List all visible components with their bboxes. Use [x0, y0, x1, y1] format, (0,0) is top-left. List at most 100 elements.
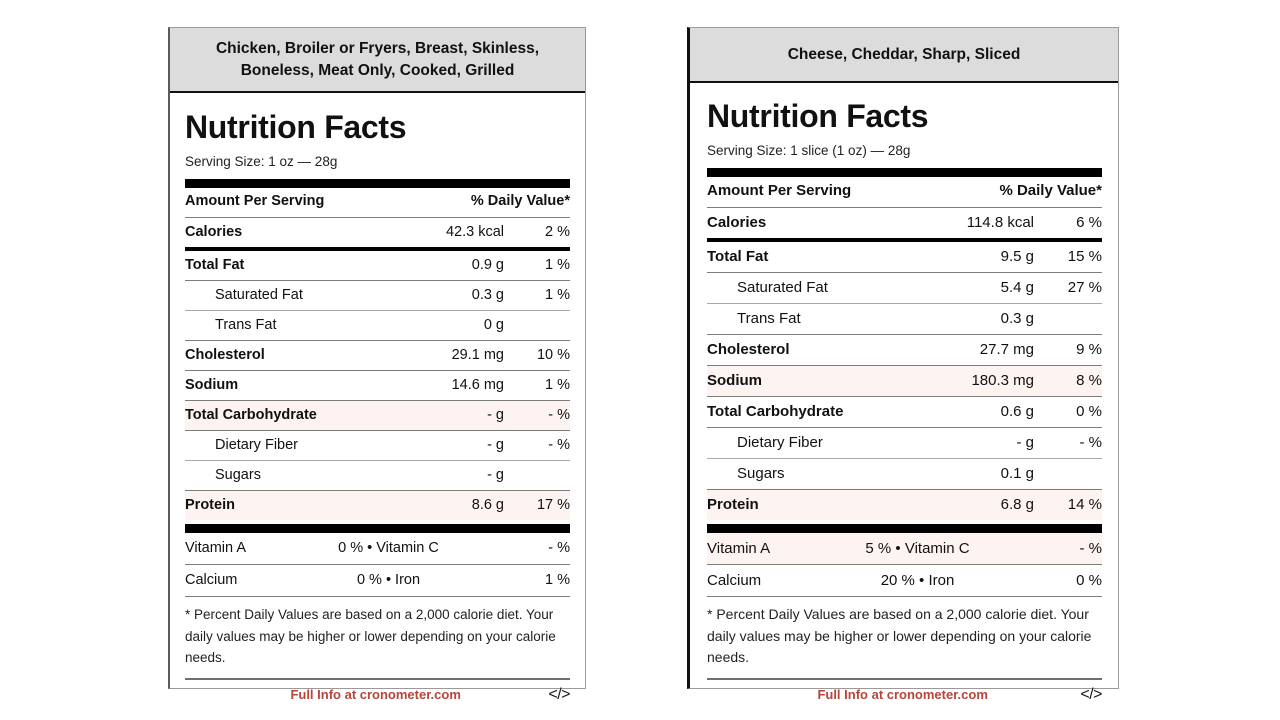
nutrient-dv: - %: [548, 437, 570, 453]
row-divider: [185, 430, 570, 431]
divider-before-footnote: [707, 596, 1102, 597]
row-divider: [185, 564, 570, 565]
nutrient-name: Total Carbohydrate: [185, 407, 317, 423]
nutrient-name: Total Fat: [185, 257, 245, 273]
vitamin-pair: 20 % • Iron: [880, 572, 955, 589]
nutrient-dv: 15 %: [1067, 248, 1102, 265]
nutrient-amount: - g: [487, 407, 504, 423]
row-divider: [185, 490, 570, 491]
nutrient-dv: 1 %: [545, 257, 570, 273]
nutrient-name: Saturated Fat: [737, 279, 828, 296]
row-divider: [707, 489, 1102, 490]
food-title-chicken: Chicken, Broiler or Fryers, Breast, Skin…: [170, 28, 585, 93]
table-row-trans-fat: Trans Fat 0 g: [185, 311, 570, 340]
divider-after-header: [707, 207, 1102, 208]
nutrient-name: Sodium: [707, 372, 762, 389]
nutrient-dv: 27 %: [1067, 279, 1102, 296]
nutrition-label-card-chicken: Chicken, Broiler or Fryers, Breast, Skin…: [168, 27, 586, 703]
nutrient-dv: 1 %: [545, 287, 570, 303]
nutrient-dv: - %: [548, 407, 570, 423]
row-divider: [707, 303, 1102, 304]
row-divider: [707, 458, 1102, 459]
divider-after-calories: [707, 238, 1102, 242]
vitamin-name: Vitamin A: [707, 540, 771, 557]
nutrient-amount: 180.3 mg: [971, 372, 1034, 389]
table-row-protein: Protein 8.6 g 17 %: [185, 491, 570, 520]
table-row-calcium: Calcium 20 % • Iron 0 %: [707, 565, 1102, 596]
nutrient-amount: 29.1 mg: [451, 347, 504, 363]
table-row-total-fat: Total Fat 9.5 g 15 %: [707, 242, 1102, 272]
nutrient-dv: 8 %: [1076, 372, 1102, 389]
nutrient-amount: 0.9 g: [471, 257, 504, 273]
nutrient-amount: 0.1 g: [1000, 465, 1034, 482]
table-row-cholesterol: Cholesterol 29.1 mg 10 %: [185, 341, 570, 370]
nutrition-facts-heading: Nutrition Facts: [185, 109, 407, 145]
table-row-vitamin-a: Vitamin A 5 % • Vitamin C - %: [707, 533, 1102, 564]
nutrition-label-card-cheese: Cheese, Cheddar, Sharp, Sliced Nutrition…: [687, 27, 1119, 703]
nutrient-dv: 17 %: [536, 497, 570, 513]
table-row-total-carbohydrate: Total Carbohydrate 0.6 g 0 %: [707, 397, 1102, 427]
nutrient-dv: 10 %: [536, 347, 570, 363]
nutrient-amount: 6.8 g: [1000, 496, 1034, 513]
table-row-dietary-fiber: Dietary Fiber - g - %: [707, 428, 1102, 458]
vitamin-pair: 0 % • Vitamin C: [338, 540, 439, 556]
vitamin-dv: 1 %: [545, 572, 570, 588]
nutrient-dv: 1 %: [545, 377, 570, 393]
row-divider: [185, 280, 570, 281]
vitamin-name: Calcium: [707, 572, 762, 589]
divider-before-footnote: [185, 596, 570, 597]
vitamin-dv: 0 %: [1076, 572, 1102, 589]
table-row-sugars: Sugars - g: [185, 461, 570, 490]
nutrient-name: Dietary Fiber: [215, 437, 298, 453]
amount-per-serving-label: Amount Per Serving: [707, 182, 852, 199]
divider-after-calories: [185, 247, 570, 251]
nutrient-amount: 0.6 g: [1000, 403, 1034, 420]
nutrient-name: Sugars: [215, 467, 261, 483]
divider-thick-vitamins: [707, 524, 1102, 533]
nutrient-amount: 42.3 kcal: [445, 224, 504, 240]
nutrient-amount: - g: [487, 467, 504, 483]
vitamin-pair: 0 % • Iron: [356, 572, 421, 588]
row-divider: [185, 310, 570, 311]
table-row-cholesterol: Cholesterol 27.7 mg 9 %: [707, 335, 1102, 365]
nutrient-amount: - g: [1016, 434, 1034, 451]
serving-size-text: Serving Size: 1 slice (1 oz) — 28g: [707, 143, 911, 158]
table-row-total-fat: Total Fat 0.9 g 1 %: [185, 251, 570, 280]
cronometer-link[interactable]: Full Info at cronometer.com: [290, 687, 461, 702]
row-divider: [707, 396, 1102, 397]
nutrition-facts-heading: Nutrition Facts: [707, 98, 929, 134]
table-row-saturated-fat: Saturated Fat 0.3 g 1 %: [185, 281, 570, 310]
code-embed-icon[interactable]: </>: [548, 685, 570, 703]
serving-size-text: Serving Size: 1 oz — 28g: [185, 154, 338, 169]
nutrient-amount: 9.5 g: [1000, 248, 1034, 265]
nutrient-name: Sodium: [185, 377, 239, 393]
table-row-sugars: Sugars 0.1 g: [707, 459, 1102, 489]
nutrient-name: Calories: [185, 224, 243, 240]
nutrient-dv: 9 %: [1076, 341, 1102, 358]
nutrient-dv: - %: [1079, 434, 1103, 451]
row-divider: [185, 460, 570, 461]
row-divider: [707, 365, 1102, 366]
divider-after-header: [185, 217, 570, 218]
table-row-calcium: Calcium 0 % • Iron 1 %: [185, 565, 570, 596]
nutrient-name: Trans Fat: [737, 310, 801, 327]
table-row-trans-fat: Trans Fat 0.3 g: [707, 304, 1102, 334]
row-divider: [185, 370, 570, 371]
code-embed-icon[interactable]: </>: [1080, 685, 1102, 703]
label-footer-cheese: Full Info at cronometer.com </>: [707, 677, 1102, 711]
table-row-calories: Calories 42.3 kcal 2 %: [185, 218, 570, 247]
table-row-vitamin-a: Vitamin A 0 % • Vitamin C - %: [185, 533, 570, 564]
nutrient-amount: 14.6 mg: [451, 377, 504, 393]
vitamin-dv: - %: [548, 540, 570, 556]
nutrient-dv: 6 %: [1076, 214, 1102, 231]
vitamin-pair: 5 % • Vitamin C: [865, 540, 970, 557]
nutrient-amount: 8.6 g: [471, 497, 504, 513]
divider-thick-vitamins: [185, 524, 570, 533]
nutrient-name: Total Carbohydrate: [707, 403, 844, 420]
row-divider: [185, 400, 570, 401]
cronometer-link[interactable]: Full Info at cronometer.com: [817, 687, 988, 702]
nutrient-dv: 0 %: [1076, 403, 1102, 420]
vitamin-dv: - %: [1079, 540, 1103, 557]
nutrient-name: Total Fat: [707, 248, 769, 265]
food-title-cheese: Cheese, Cheddar, Sharp, Sliced: [690, 28, 1118, 83]
